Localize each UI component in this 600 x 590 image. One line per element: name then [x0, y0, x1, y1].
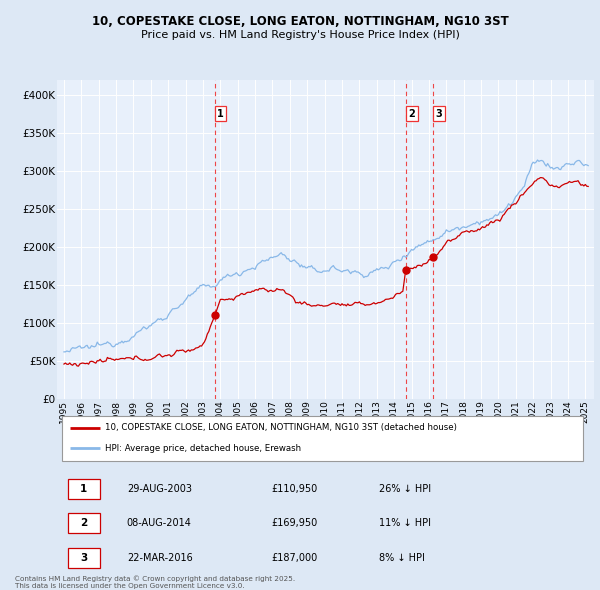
Bar [62, 416, 583, 461]
Text: Price paid vs. HM Land Registry's House Price Index (HPI): Price paid vs. HM Land Registry's House … [140, 30, 460, 40]
Text: 8% ↓ HPI: 8% ↓ HPI [379, 553, 425, 563]
Bar [68, 513, 100, 533]
Text: £110,950: £110,950 [272, 484, 318, 494]
Text: 26% ↓ HPI: 26% ↓ HPI [379, 484, 431, 494]
Text: 1: 1 [80, 484, 88, 494]
Text: 29-AUG-2003: 29-AUG-2003 [127, 484, 192, 494]
Text: Contains HM Land Registry data © Crown copyright and database right 2025.
This d: Contains HM Land Registry data © Crown c… [15, 575, 295, 589]
Text: 2: 2 [80, 518, 88, 528]
Text: 10, COPESTAKE CLOSE, LONG EATON, NOTTINGHAM, NG10 3ST (detached house): 10, COPESTAKE CLOSE, LONG EATON, NOTTING… [106, 424, 457, 432]
Text: 08-AUG-2014: 08-AUG-2014 [127, 518, 191, 528]
Text: £187,000: £187,000 [272, 553, 318, 563]
Bar [68, 478, 100, 499]
Text: 3: 3 [80, 553, 88, 563]
Text: HPI: Average price, detached house, Erewash: HPI: Average price, detached house, Erew… [106, 444, 301, 453]
Text: £169,950: £169,950 [272, 518, 318, 528]
Bar [68, 548, 100, 568]
Text: 1: 1 [217, 109, 224, 119]
Text: 11% ↓ HPI: 11% ↓ HPI [379, 518, 431, 528]
Text: 10, COPESTAKE CLOSE, LONG EATON, NOTTINGHAM, NG10 3ST: 10, COPESTAKE CLOSE, LONG EATON, NOTTING… [92, 15, 508, 28]
Text: 3: 3 [436, 109, 443, 119]
Text: 22-MAR-2016: 22-MAR-2016 [127, 553, 193, 563]
Text: 2: 2 [409, 109, 415, 119]
